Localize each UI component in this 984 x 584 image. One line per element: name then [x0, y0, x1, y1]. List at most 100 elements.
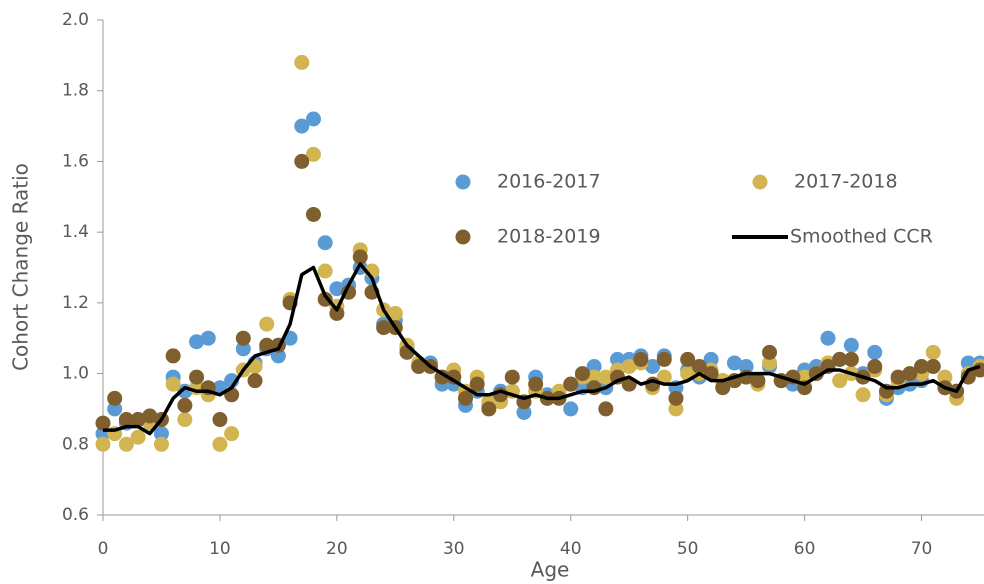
- data-point: [305, 206, 321, 222]
- x-tick-label: 30: [443, 539, 465, 559]
- data-point: [481, 401, 497, 417]
- data-point: [937, 369, 953, 385]
- data-point: [645, 359, 661, 374]
- data-point: [633, 351, 649, 367]
- x-tick-label: 0: [98, 539, 109, 559]
- data-point: [902, 366, 918, 382]
- data-point: [738, 359, 754, 374]
- data-point: [925, 344, 941, 360]
- data-point: [867, 344, 883, 360]
- legend-label: Smoothed CCR: [790, 226, 933, 248]
- x-tick-label: 10: [209, 539, 231, 559]
- data-point: [656, 369, 672, 385]
- data-point: [516, 404, 532, 420]
- data-point: [691, 359, 707, 374]
- data-point: [95, 415, 111, 431]
- data-point: [914, 359, 930, 374]
- data-point: [703, 351, 719, 367]
- data-point: [142, 408, 158, 424]
- data-point: [832, 351, 848, 367]
- y-tick-label: 0.6: [62, 505, 89, 525]
- data-point: [890, 369, 906, 385]
- data-point: [189, 334, 205, 350]
- data-point: [294, 118, 310, 134]
- data-point: [411, 359, 427, 374]
- data-point: [680, 351, 696, 367]
- data-point: [563, 376, 579, 392]
- data-point: [598, 369, 614, 385]
- data-point: [656, 351, 672, 367]
- data-point: [469, 376, 485, 392]
- data-point: [130, 429, 146, 445]
- legend-marker: [455, 174, 471, 190]
- data-point: [446, 369, 462, 385]
- data-point: [107, 390, 123, 406]
- data-point: [574, 366, 590, 382]
- data-point: [960, 355, 976, 371]
- data-point: [305, 146, 321, 162]
- data-point: [528, 376, 544, 392]
- data-point: [750, 373, 766, 389]
- data-point: [189, 369, 205, 385]
- data-point: [925, 359, 941, 374]
- data-point: [177, 397, 193, 413]
- y-tick-label: 2.0: [62, 10, 89, 30]
- x-tick-label: 40: [560, 539, 582, 559]
- data-point: [843, 337, 859, 353]
- data-point: [317, 263, 333, 279]
- data-point: [329, 281, 345, 297]
- data-point: [586, 369, 602, 385]
- data-point: [762, 344, 778, 360]
- data-point: [165, 348, 181, 364]
- data-point: [153, 426, 169, 442]
- y-tick-label: 1.6: [62, 151, 89, 171]
- legend-label: 2016-2017: [497, 171, 601, 193]
- x-tick-label: 20: [326, 539, 348, 559]
- data-point: [820, 330, 836, 346]
- data-point: [855, 387, 871, 403]
- data-point: [610, 351, 626, 367]
- legend-label: 2018-2019: [497, 226, 601, 248]
- data-point: [118, 412, 134, 428]
- x-tick-label: 70: [911, 539, 933, 559]
- data-point: [726, 355, 742, 371]
- legend-label: 2017-2018: [794, 171, 898, 193]
- y-tick-label: 1.0: [62, 364, 89, 384]
- data-point: [107, 401, 123, 417]
- data-point: [235, 330, 251, 346]
- data-point: [235, 341, 251, 357]
- data-point: [387, 305, 403, 321]
- data-point: [504, 369, 520, 385]
- data-point: [165, 376, 181, 392]
- data-point: [832, 373, 848, 389]
- y-tick-label: 0.8: [62, 434, 89, 454]
- data-point: [305, 111, 321, 127]
- data-point: [621, 359, 637, 374]
- data-point: [668, 390, 684, 406]
- x-axis-title: Age: [531, 558, 570, 582]
- legend-marker: [455, 229, 471, 245]
- y-tick-label: 1.4: [62, 222, 89, 242]
- data-point: [563, 401, 579, 417]
- legend-marker: [752, 174, 768, 190]
- data-point: [598, 401, 614, 417]
- x-tick-label: 60: [794, 539, 816, 559]
- data-point: [808, 366, 824, 382]
- data-point: [118, 436, 134, 452]
- data-point: [352, 249, 368, 265]
- data-point: [434, 369, 450, 385]
- data-point: [153, 436, 169, 452]
- data-point: [317, 291, 333, 307]
- data-point: [457, 390, 473, 406]
- data-point: [867, 359, 883, 374]
- data-point: [212, 412, 228, 428]
- data-point: [668, 401, 684, 417]
- data-line: [103, 262, 981, 436]
- data-point: [762, 355, 778, 371]
- data-point: [259, 337, 275, 353]
- data-point: [270, 348, 286, 364]
- data-point: [224, 426, 240, 442]
- data-point: [843, 351, 859, 367]
- data-point: [317, 235, 333, 251]
